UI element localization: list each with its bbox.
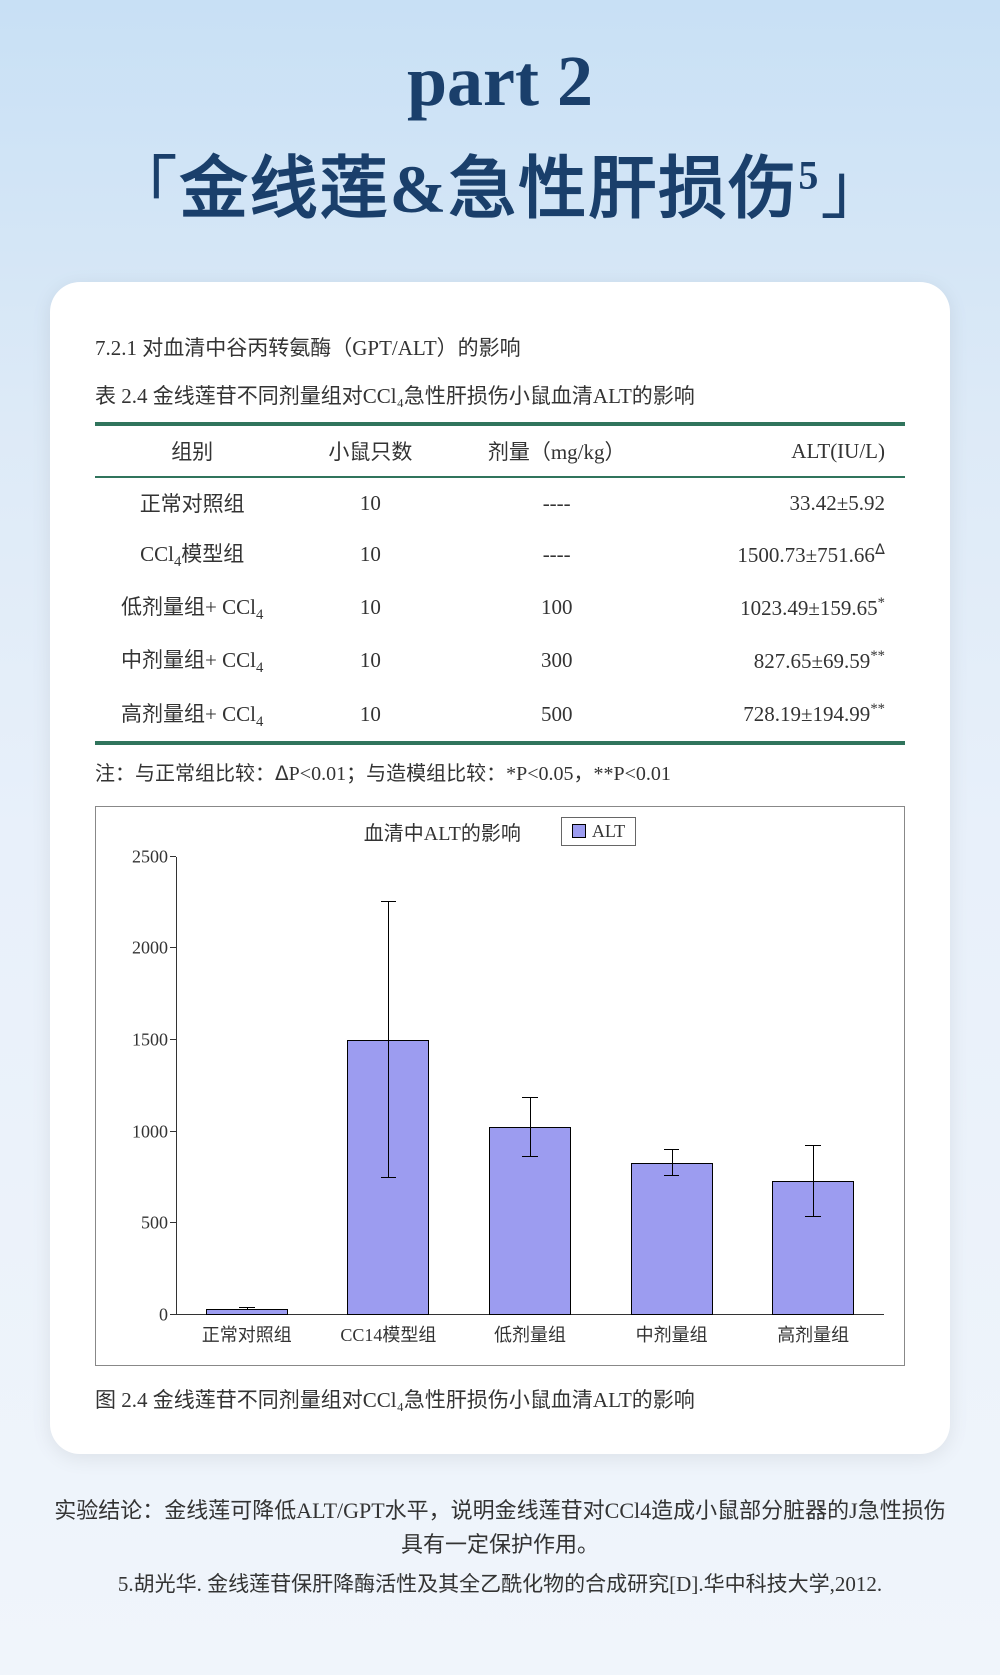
table-row: 高剂量组+ CCl410500728.19±194.99** — [95, 688, 905, 743]
error-cap — [664, 1149, 680, 1150]
table-caption: 表 2.4 金线莲苷不同剂量组对CCl₄急性肝损伤小鼠血清ALT的影响 — [95, 380, 905, 410]
error-cap — [805, 1216, 821, 1217]
cell-group: CCl4模型组 — [95, 528, 289, 581]
table-header-row: 组别 小鼠只数 剂量（mg/kg） ALT(IU/L) — [95, 424, 905, 477]
cell-dose: ---- — [451, 528, 662, 581]
error-cap — [522, 1097, 538, 1098]
error-bar — [530, 1098, 531, 1156]
y-tick-label: 2000 — [132, 938, 176, 959]
conclusion-text: 实验结论：金线莲可降低ALT/GPT水平，说明金线莲苷对CCl4造成小鼠部分脏器… — [50, 1494, 950, 1562]
part-label: part 2 — [0, 40, 1000, 123]
page-footer: 实验结论：金线莲可降低ALT/GPT水平，说明金线莲苷对CCl4造成小鼠部分脏器… — [50, 1494, 950, 1601]
cell-dose: 300 — [451, 634, 662, 687]
col-n: 小鼠只数 — [289, 424, 451, 477]
col-alt: ALT(IU/L) — [662, 424, 905, 477]
chart-legend: ALT — [561, 817, 636, 846]
cell-n: 10 — [289, 477, 451, 528]
cell-n: 10 — [289, 581, 451, 634]
cell-alt: 1023.49±159.65* — [662, 581, 905, 634]
table-row: CCl4模型组10----1500.73±751.66ᐃ — [95, 528, 905, 581]
chart-bar — [631, 1163, 713, 1315]
citation-text: 5.胡光华. 金线莲苷保肝降酶活性及其全乙酰化物的合成研究[D].华中科技大学,… — [50, 1568, 950, 1601]
table-row: 低剂量组+ CCl4101001023.49±159.65* — [95, 581, 905, 634]
figure-caption: 图 2.4 金线莲苷不同剂量组对CCl₄急性肝损伤小鼠血清ALT的影响 — [95, 1384, 905, 1414]
y-tick-label: 2500 — [132, 846, 176, 867]
cell-alt: 1500.73±751.66ᐃ — [662, 528, 905, 581]
legend-label: ALT — [592, 821, 625, 842]
x-tick-label: 高剂量组 — [777, 1315, 849, 1347]
y-tick-label: 500 — [141, 1213, 176, 1234]
cell-group: 中剂量组+ CCl4 — [95, 634, 289, 687]
y-tick-label: 1500 — [132, 1029, 176, 1050]
legend-swatch — [572, 824, 586, 838]
x-tick-label: 中剂量组 — [636, 1315, 708, 1347]
cell-dose: ---- — [451, 477, 662, 528]
table-footnote: 注：与正常组比较：ᐃP<0.01；与造模组比较：*P<0.05，**P<0.01 — [95, 757, 905, 786]
cell-n: 10 — [289, 688, 451, 743]
alt-data-table: 组别 小鼠只数 剂量（mg/kg） ALT(IU/L) 正常对照组10----3… — [95, 422, 905, 745]
error-cap — [239, 1309, 255, 1310]
cell-n: 10 — [289, 634, 451, 687]
table-row: 正常对照组10----33.42±5.92 — [95, 477, 905, 528]
error-cap — [381, 1177, 397, 1178]
error-cap — [381, 901, 397, 902]
main-title: 「金线莲&急性肝损伤5」 — [0, 133, 1000, 232]
cell-alt: 728.19±194.99** — [662, 688, 905, 743]
error-bar — [672, 1150, 673, 1175]
error-cap — [522, 1156, 538, 1157]
y-tick-label: 0 — [159, 1304, 176, 1325]
col-dose: 剂量（mg/kg） — [451, 424, 662, 477]
table-row: 中剂量组+ CCl410300827.65±69.59** — [95, 634, 905, 687]
chart-header: 血清中ALT的影响 ALT — [106, 817, 894, 846]
page-header: part 2 「金线莲&急性肝损伤5」 — [0, 0, 1000, 232]
cell-alt: 827.65±69.59** — [662, 634, 905, 687]
plot-area: 05001000150020002500正常对照组CC14模型组低剂量组中剂量组… — [176, 857, 884, 1315]
section-heading: 7.2.1 对血清中谷丙转氨酶（GPT/ALT）的影响 — [95, 332, 905, 362]
x-tick-label: 低剂量组 — [494, 1315, 566, 1347]
cell-group: 高剂量组+ CCl4 — [95, 688, 289, 743]
alt-bar-chart: 血清中ALT的影响 ALT 05001000150020002500正常对照组C… — [95, 806, 905, 1366]
cell-n: 10 — [289, 528, 451, 581]
cell-dose: 500 — [451, 688, 662, 743]
cell-group: 正常对照组 — [95, 477, 289, 528]
cell-group: 低剂量组+ CCl4 — [95, 581, 289, 634]
cell-alt: 33.42±5.92 — [662, 477, 905, 528]
content-card: 7.2.1 对血清中谷丙转氨酶（GPT/ALT）的影响 表 2.4 金线莲苷不同… — [50, 282, 950, 1454]
error-cap — [805, 1145, 821, 1146]
col-group: 组别 — [95, 424, 289, 477]
error-bar — [388, 902, 389, 1177]
cell-dose: 100 — [451, 581, 662, 634]
error-cap — [239, 1307, 255, 1308]
y-tick-label: 1000 — [132, 1121, 176, 1142]
error-cap — [664, 1175, 680, 1176]
x-tick-label: 正常对照组 — [202, 1315, 292, 1347]
error-bar — [813, 1146, 814, 1217]
x-tick-label: CC14模型组 — [340, 1315, 436, 1347]
chart-title: 血清中ALT的影响 — [364, 817, 521, 846]
